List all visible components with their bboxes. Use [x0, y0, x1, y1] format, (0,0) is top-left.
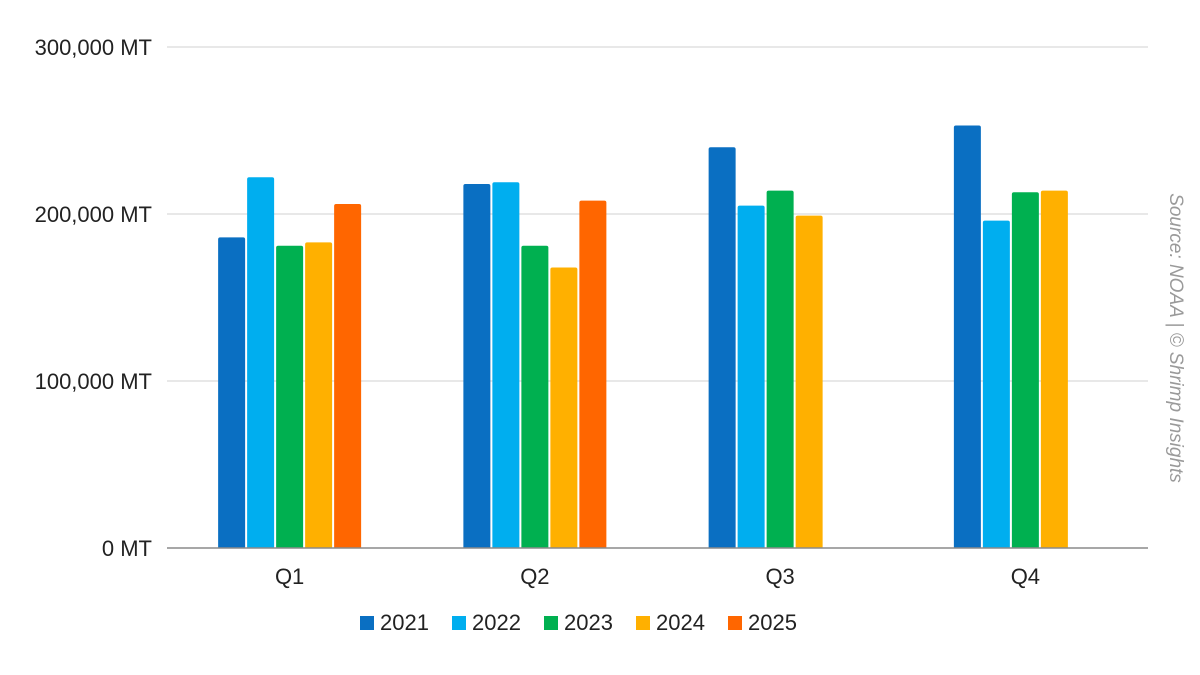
bar-2023-q4: [1011, 192, 1039, 549]
bar-2023-q3: [766, 190, 794, 548]
bar-2021-q2: [463, 183, 491, 548]
bar-2025-q2: [579, 200, 607, 548]
legend-swatch-2024: [636, 616, 650, 630]
y-tick-label: 100,000 MT: [35, 369, 152, 394]
bar-2022-q1: [247, 177, 275, 548]
x-tick-label: Q3: [765, 564, 794, 589]
legend-swatch-2025: [728, 616, 742, 630]
bar-2023-q1: [276, 245, 304, 549]
bar-2021-q1: [218, 237, 246, 548]
bar-2024-q4: [1040, 190, 1068, 548]
y-tick-label: 200,000 MT: [35, 202, 152, 227]
x-tick-label: Q2: [520, 564, 549, 589]
bar-2023-q2: [521, 245, 549, 549]
x-tick-label: Q4: [1011, 564, 1040, 589]
legend-label: 2021: [380, 610, 429, 635]
bar-2025-q1: [334, 203, 362, 549]
legend-label: 2022: [472, 610, 521, 635]
bar-2022-q4: [982, 220, 1010, 548]
y-tick-label: 0 MT: [102, 536, 152, 561]
legend-label: 2024: [656, 610, 705, 635]
y-tick-label: 300,000 MT: [35, 35, 152, 60]
bar-2024-q3: [795, 215, 823, 549]
legend-swatch-2022: [452, 616, 466, 630]
legend-label: 2023: [564, 610, 613, 635]
bar-2022-q3: [737, 205, 765, 548]
source-credit: Source: NOAA | © Shrimp Insights: [1165, 193, 1186, 483]
y-axis-ticks: 0 MT 100,000 MT 200,000 MT 300,000 MT: [35, 35, 152, 561]
legend: 2021 2022 2023 2024 2025: [360, 610, 797, 635]
x-tick-label: Q1: [275, 564, 304, 589]
legend-swatch-2023: [544, 616, 558, 630]
legend-swatch-2021: [360, 616, 374, 630]
bar-2021-q4: [953, 125, 981, 549]
bar-2021-q3: [708, 147, 736, 548]
x-axis: Q1 Q2 Q3 Q4: [167, 547, 1148, 589]
bar-2024-q2: [550, 267, 578, 548]
bars: [218, 125, 1068, 549]
legend-label: 2025: [748, 610, 797, 635]
bar-2022-q2: [492, 182, 520, 548]
bar-2024-q1: [305, 242, 333, 548]
